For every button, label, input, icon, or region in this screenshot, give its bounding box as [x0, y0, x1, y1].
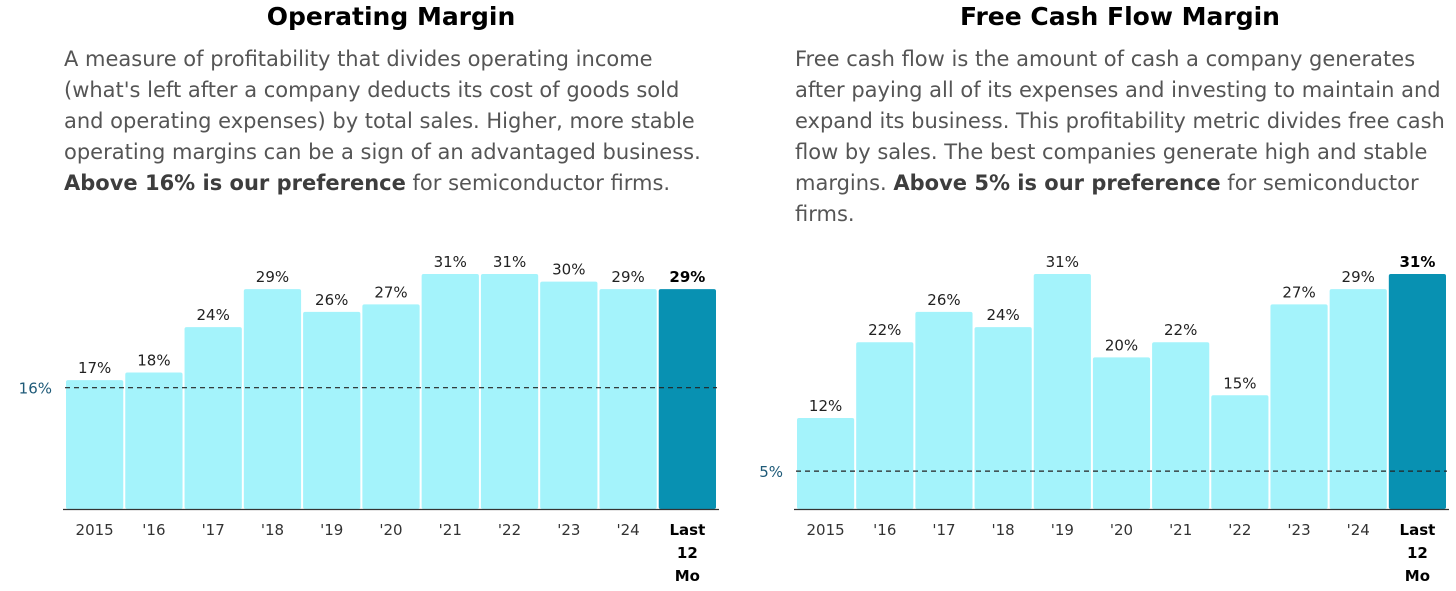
- data-label: 29%: [256, 268, 289, 286]
- bar: [184, 327, 242, 509]
- bar: [1152, 342, 1210, 509]
- x-tick-label: Last: [669, 521, 705, 539]
- data-label: 18%: [137, 352, 170, 370]
- data-label: 15%: [1223, 374, 1256, 392]
- bar: [66, 380, 124, 509]
- bar: [540, 281, 598, 509]
- data-label: 24%: [197, 306, 230, 324]
- x-tick-label: '19: [320, 521, 343, 539]
- bar: [1388, 274, 1446, 509]
- x-tick-label: '23: [557, 521, 580, 539]
- data-label: 31%: [1399, 253, 1435, 271]
- data-label: 17%: [78, 359, 111, 377]
- free-cash-flow-margin-panel: Free Cash Flow Margin Free cash flow is …: [728, 0, 1456, 591]
- bar: [1270, 304, 1328, 509]
- preference-rest: for semiconductor firms.: [795, 171, 1419, 226]
- bar: [797, 418, 855, 509]
- x-tick-label: '22: [1228, 521, 1251, 539]
- x-tick-label: '16: [873, 521, 896, 539]
- x-tick-label: '18: [992, 521, 1015, 539]
- bar: [362, 304, 420, 509]
- x-tick-label: '20: [1110, 521, 1133, 539]
- x-tick-label: '24: [616, 521, 639, 539]
- bar: [1329, 289, 1387, 509]
- x-tick-label: Last: [1400, 521, 1436, 539]
- data-label: 31%: [434, 253, 467, 271]
- threshold-label: 5%: [759, 463, 783, 481]
- x-tick-label: '21: [1169, 521, 1192, 539]
- bar: [915, 311, 973, 509]
- data-label: 27%: [1282, 283, 1315, 301]
- bar: [856, 342, 914, 509]
- bar: [303, 311, 361, 509]
- x-tick-label: Mo: [1405, 567, 1430, 585]
- x-tick-label: '22: [498, 521, 521, 539]
- data-label: 29%: [611, 268, 644, 286]
- data-label: 22%: [868, 321, 901, 339]
- x-tick-label: 2015: [806, 521, 844, 539]
- data-label: 26%: [315, 291, 348, 309]
- bar: [243, 289, 302, 509]
- x-tick-label: '19: [1051, 521, 1074, 539]
- x-tick-label: '18: [261, 521, 284, 539]
- preference-bold: Above 5% is our preference: [893, 171, 1221, 195]
- description-text: Free cash flow is the amount of cash a c…: [795, 47, 1445, 195]
- data-label: 12%: [809, 397, 842, 415]
- description-text: A measure of profitability that divides …: [64, 47, 701, 164]
- chart-title: Operating Margin: [266, 2, 516, 31]
- data-label: 30%: [552, 261, 585, 279]
- bar: [599, 289, 657, 509]
- bar: [1033, 274, 1091, 509]
- x-tick-label: '21: [439, 521, 462, 539]
- bar: [974, 327, 1032, 509]
- threshold-label: 16%: [19, 380, 52, 398]
- chart-description: Free cash flow is the amount of cash a c…: [795, 44, 1445, 230]
- data-label: 24%: [986, 306, 1019, 324]
- operating-margin-chart: 17% 2015 18% '16 24% '17 29% '18 26% '19 27% '20 31%…: [19, 253, 719, 585]
- x-tick-label: '17: [932, 521, 955, 539]
- data-label: 31%: [1046, 253, 1079, 271]
- x-tick-label: '16: [142, 521, 165, 539]
- data-label: 29%: [1342, 268, 1375, 286]
- bar: [658, 289, 716, 509]
- bar: [1092, 357, 1151, 509]
- operating-margin-panel: Operating Margin A measure of profitabil…: [19, 2, 724, 585]
- x-tick-label: 2015: [76, 521, 114, 539]
- data-label: 20%: [1105, 336, 1138, 354]
- x-tick-label: Mo: [675, 567, 700, 585]
- x-tick-label: 12: [1407, 544, 1428, 562]
- x-tick-label: '17: [202, 521, 225, 539]
- data-label: 26%: [927, 291, 960, 309]
- data-label: 31%: [493, 253, 526, 271]
- preference-bold: Above 16% is our preference: [64, 171, 406, 195]
- bar: [480, 274, 539, 509]
- free-cash-flow-margin-chart: 12% 2015 22% '16 26% '17 24% '18 31% '19 20% '20 22%…: [759, 253, 1449, 585]
- chart-description: A measure of profitability that divides …: [64, 44, 724, 199]
- bar: [1211, 395, 1269, 509]
- x-tick-label: 12: [677, 544, 698, 562]
- x-tick-label: '24: [1347, 521, 1370, 539]
- x-tick-label: '23: [1287, 521, 1310, 539]
- preference-rest: for semiconductor firms.: [412, 171, 671, 195]
- data-label: 29%: [669, 268, 705, 286]
- bar: [125, 372, 183, 509]
- bar: [421, 274, 479, 509]
- data-label: 27%: [374, 283, 407, 301]
- chart-title: Free Cash Flow Margin: [960, 2, 1280, 31]
- x-tick-label: '20: [379, 521, 402, 539]
- data-label: 22%: [1164, 321, 1197, 339]
